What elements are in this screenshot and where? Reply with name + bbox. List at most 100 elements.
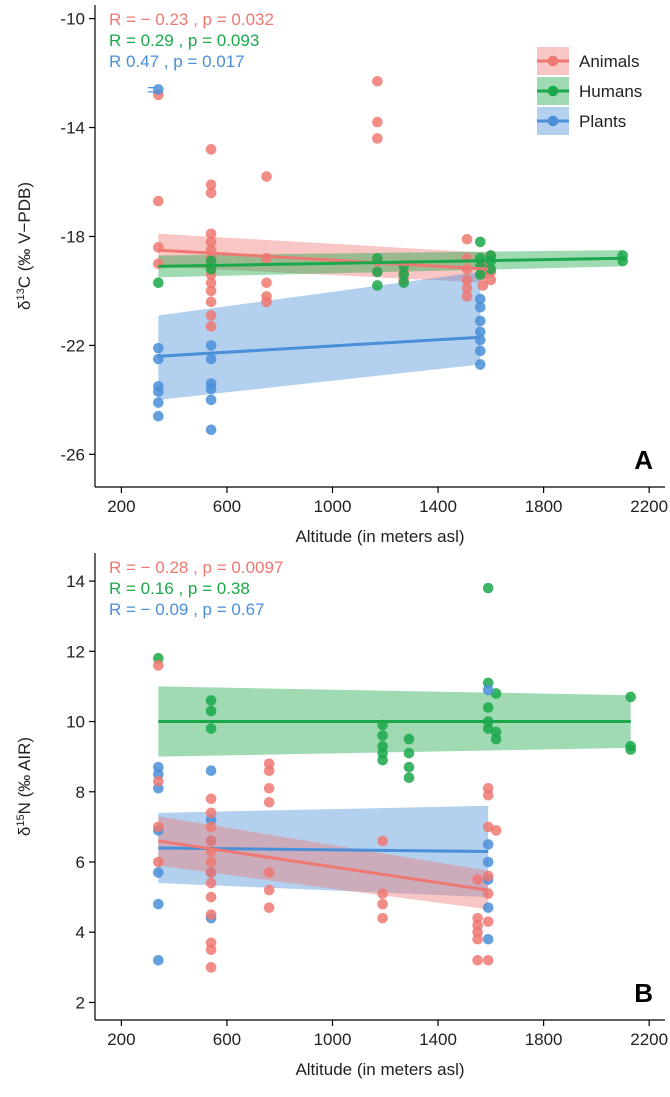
panel-B: 200 600 1000 1400 1800 2200 2 4 6 8 10 12 14 Altitude… — [15, 553, 668, 1079]
data-point — [263, 867, 275, 878]
data-point — [461, 274, 473, 286]
data-point — [153, 342, 164, 354]
data-point — [261, 277, 272, 289]
legend: Animals Humans Plants — [537, 47, 642, 135]
x-axis-label: Altitude (in meters asl) — [295, 527, 464, 546]
data-point — [474, 269, 486, 280]
x-tick-label: 600 — [213, 497, 241, 516]
data-point — [372, 280, 383, 291]
regression-line-humans — [158, 256, 623, 268]
data-point — [485, 263, 497, 275]
data-point — [372, 116, 383, 128]
data-point — [377, 888, 388, 899]
series-humans — [153, 236, 629, 291]
data-point — [461, 291, 473, 302]
y-tick-label: -18 — [60, 227, 85, 246]
data-point — [205, 255, 217, 267]
data-point — [377, 754, 388, 766]
data-point — [372, 75, 383, 87]
x-tick-label: 200 — [107, 1030, 135, 1049]
data-point — [403, 747, 415, 759]
data-point — [205, 944, 217, 956]
data-point — [482, 684, 494, 696]
legend-label: Humans — [579, 82, 642, 101]
y-axis-label: δ15N (‰ AIR) — [15, 737, 34, 836]
confidence-band-plants — [158, 271, 481, 400]
legend-label: Plants — [579, 112, 626, 131]
data-point — [461, 282, 473, 294]
data-point — [153, 277, 164, 289]
data-point — [261, 296, 272, 308]
data-point — [205, 394, 217, 406]
data-point — [474, 326, 486, 338]
x-tick-label: 1000 — [314, 1030, 352, 1049]
data-point — [205, 867, 217, 878]
data-point — [205, 353, 217, 365]
x-tick-label: 1000 — [314, 497, 352, 516]
data-point — [482, 902, 494, 913]
y-tick-label: 2 — [76, 993, 85, 1012]
data-point — [261, 252, 272, 264]
data-point — [372, 252, 383, 264]
data-point — [153, 195, 164, 207]
data-point — [205, 856, 217, 868]
data-point — [205, 807, 217, 819]
x-tick-label: 1400 — [419, 1030, 457, 1049]
data-point — [377, 835, 388, 847]
data-point — [474, 293, 486, 305]
panel-label: B — [634, 978, 653, 1008]
data-point — [153, 898, 164, 910]
legend-marker — [547, 115, 559, 127]
data-point — [482, 916, 494, 927]
y-tick-label: 10 — [66, 713, 85, 732]
legend-label: Animals — [579, 52, 639, 71]
data-point — [205, 228, 217, 240]
data-point — [474, 359, 486, 370]
data-point — [205, 909, 217, 920]
legend-marker — [547, 55, 559, 67]
y-tick-label: -10 — [60, 10, 85, 29]
data-point — [398, 269, 410, 280]
data-point — [477, 280, 489, 291]
regression-line-animals — [158, 839, 489, 892]
y-tick-label: -14 — [60, 119, 85, 138]
x-tick-label: 200 — [107, 497, 135, 516]
data-point — [153, 397, 164, 408]
data-point — [403, 761, 415, 773]
data-point — [372, 133, 383, 144]
data-point — [263, 884, 275, 896]
data-point — [153, 386, 164, 397]
data-point — [474, 345, 486, 357]
x-tick-label: 2200 — [630, 1030, 668, 1049]
series-animals — [153, 660, 502, 973]
data-point — [482, 702, 494, 713]
data-point — [474, 301, 486, 313]
data-point — [377, 898, 388, 910]
data-point — [482, 856, 494, 868]
data-point — [482, 870, 494, 882]
data-point — [474, 236, 486, 248]
data-point — [625, 744, 636, 755]
regression-line-animals — [158, 248, 489, 271]
data-point — [205, 891, 217, 903]
data-point — [205, 144, 217, 155]
data-point — [490, 688, 502, 699]
data-point — [472, 933, 483, 945]
stray-equals-label: = — [147, 80, 157, 99]
data-point — [372, 266, 383, 278]
data-point — [205, 383, 217, 395]
data-point — [482, 582, 494, 594]
series-humans — [153, 582, 636, 784]
x-tick-label: 1400 — [419, 497, 457, 516]
x-tick-label: 2200 — [630, 497, 668, 516]
data-point — [205, 793, 217, 805]
data-point — [474, 315, 486, 327]
y-tick-label: 6 — [76, 853, 85, 872]
confidence-band-plants — [158, 805, 489, 898]
data-point — [205, 310, 217, 321]
data-point — [153, 84, 164, 95]
stat-annotation: R 0.47 , p = 0.017 — [109, 52, 245, 71]
data-point — [205, 187, 217, 199]
stat-annotation: R = − 0.28 , p = 0.0097 — [109, 558, 283, 577]
